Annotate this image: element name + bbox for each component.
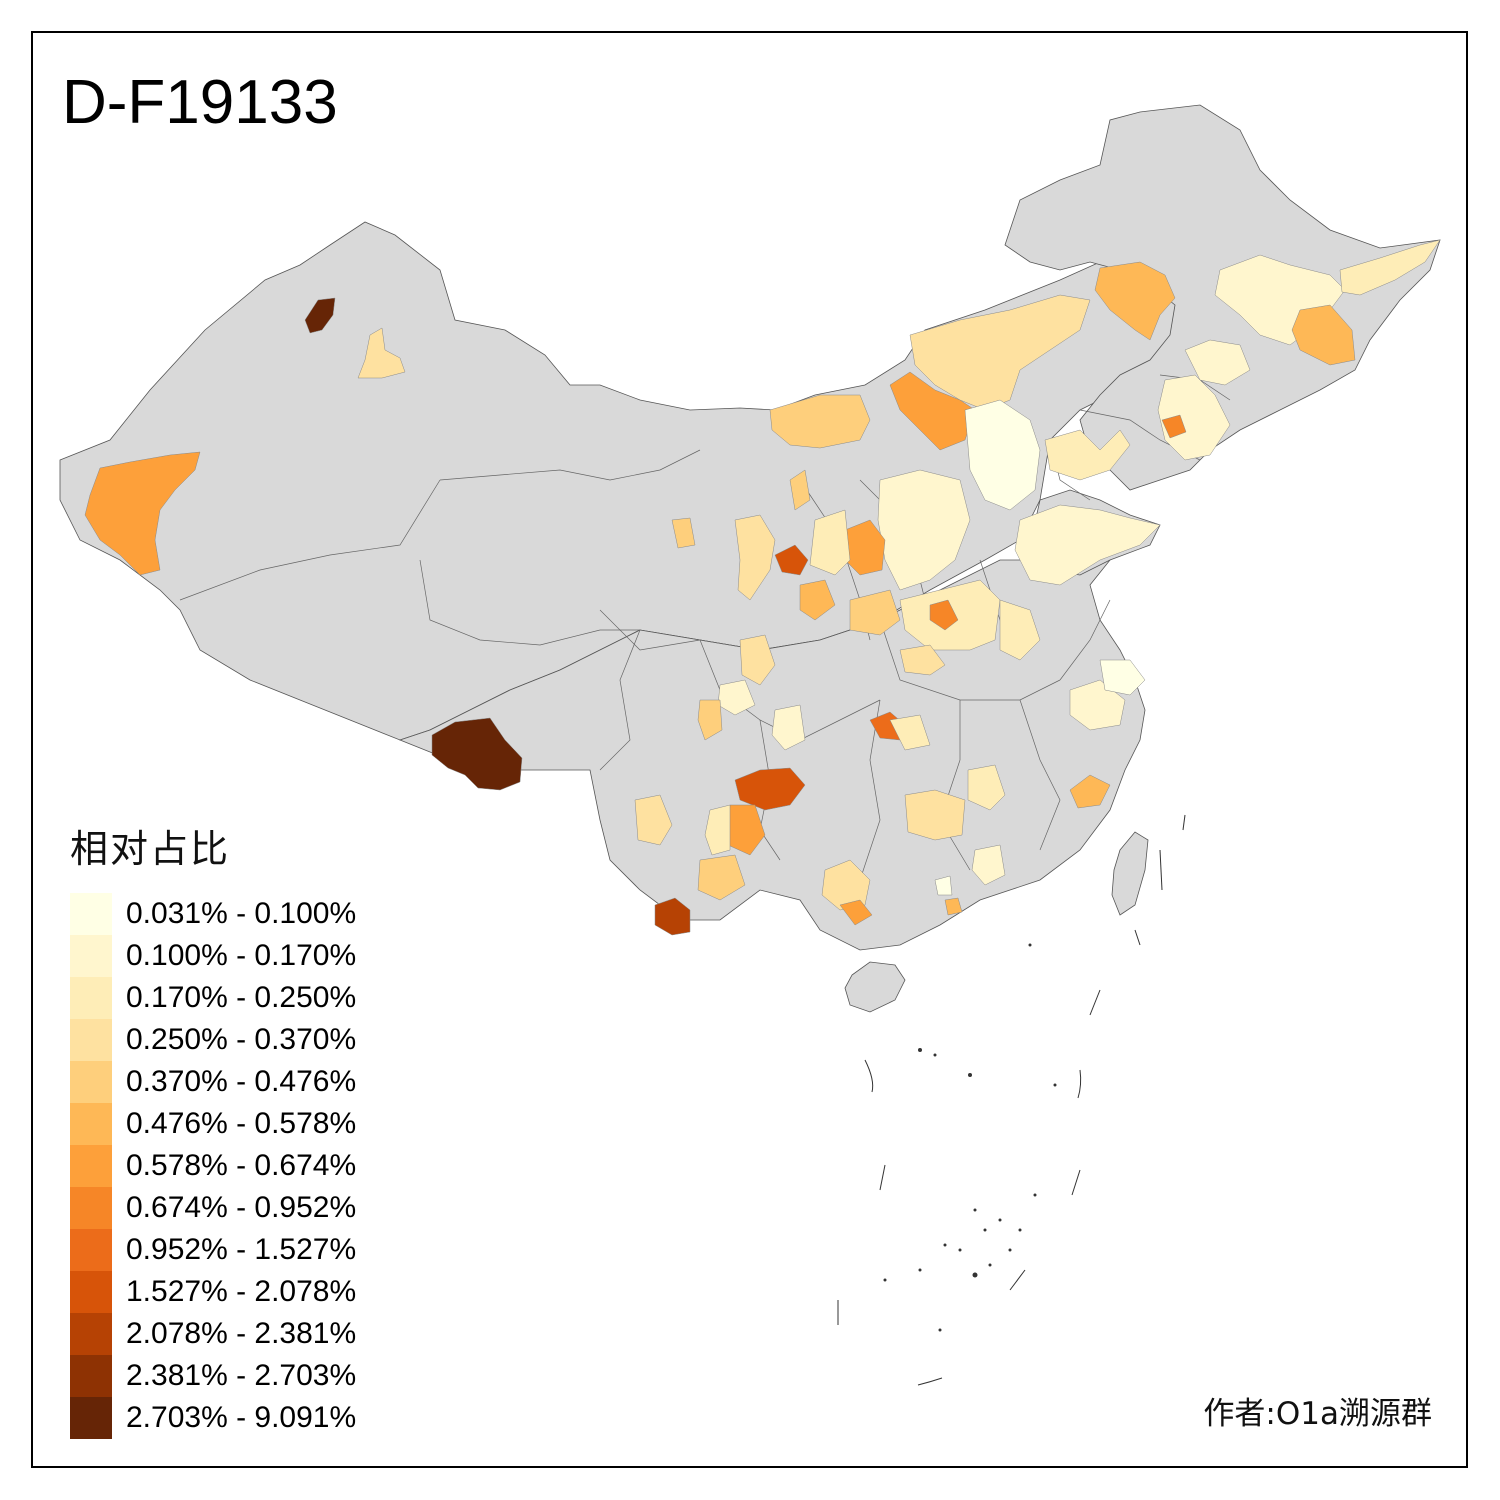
region-sn-light — [809, 509, 851, 576]
small-islands — [883, 943, 1057, 1332]
legend-label: 0.100% - 0.170% — [126, 939, 357, 972]
region-hb-light3 — [889, 714, 931, 751]
region-cq-light — [771, 704, 806, 751]
region-tj-light — [1044, 429, 1131, 481]
region-yn-dark2 — [654, 897, 691, 936]
region-yn-light — [704, 804, 731, 856]
region-sc-light3 — [697, 699, 723, 741]
region-ln-light1 — [1157, 374, 1231, 461]
legend-label: 0.250% - 0.370% — [126, 1023, 357, 1056]
legend-label: 0.170% - 0.250% — [126, 981, 357, 1014]
region-gz-light — [904, 789, 966, 841]
legend-label: 2.078% - 2.381% — [126, 1317, 357, 1350]
author-credit: 作者:O1a溯源群 — [1203, 1396, 1432, 1432]
legend-swatch — [70, 1103, 112, 1145]
region-sn-south — [799, 579, 836, 621]
map-frame — [31, 31, 1468, 1468]
region-gd-light2 — [934, 875, 953, 896]
legend-item: 0.370% - 0.476% — [70, 1061, 356, 1103]
region-yn-light2 — [634, 794, 673, 846]
region-imb-mid — [909, 294, 1091, 411]
legend-items: 0.031% - 0.100% 0.100% - 0.170% 0.170% - 0… — [70, 893, 356, 1439]
region-js-light2 — [1099, 659, 1146, 696]
region-sn-mid — [849, 589, 901, 636]
region-hun-light — [967, 764, 1006, 811]
legend-item: 0.170% - 0.250% — [70, 977, 356, 1019]
region-imb-east — [1094, 261, 1176, 341]
region-fj-orange — [1069, 774, 1111, 809]
legend-label: 0.578% - 0.674% — [126, 1149, 357, 1182]
region-imb-west — [769, 394, 871, 449]
legend-item: 0.952% - 1.527% — [70, 1229, 356, 1271]
legend-swatch — [70, 935, 112, 977]
legend-label: 0.031% - 0.100% — [126, 897, 357, 930]
region-hb-light — [964, 399, 1041, 511]
region-ln-orange — [1161, 414, 1187, 439]
region-orange-xj — [84, 451, 201, 576]
south-sea-islands — [837, 814, 1186, 1386]
map-title: D-F19133 — [62, 68, 338, 137]
legend-swatch — [70, 1313, 112, 1355]
region-gd-orange — [944, 897, 963, 916]
choropleth-regions — [84, 239, 1441, 936]
region-sc-light1 — [739, 634, 776, 686]
legend-item: 2.703% - 9.091% — [70, 1397, 356, 1439]
region-sn-dark — [774, 544, 809, 576]
legend-swatch — [70, 1355, 112, 1397]
legend-item: 0.476% - 0.578% — [70, 1103, 356, 1145]
legend-label: 0.370% - 0.476% — [126, 1065, 357, 1098]
region-sd-light — [1014, 504, 1161, 586]
region-light-xj — [357, 327, 406, 379]
region-darkest-xj — [304, 297, 336, 334]
region-gd-light — [971, 844, 1006, 886]
legend-item: 0.674% - 0.952% — [70, 1187, 356, 1229]
legend-swatch — [70, 977, 112, 1019]
legend-item: 2.078% - 2.381% — [70, 1313, 356, 1355]
legend-label: 0.952% - 1.527% — [126, 1233, 357, 1266]
legend-label: 1.527% - 2.078% — [126, 1275, 357, 1308]
region-qh-light — [671, 517, 696, 549]
legend-title: 相对占比 — [70, 827, 231, 871]
region-gs-light — [734, 514, 776, 601]
legend-label: 0.674% - 0.952% — [126, 1191, 357, 1224]
region-gs-light2 — [789, 469, 811, 511]
legend-swatch — [70, 1019, 112, 1061]
legend-item: 0.250% - 0.370% — [70, 1019, 356, 1061]
legend-swatch — [70, 1397, 112, 1439]
region-darkest-tibet — [431, 717, 523, 791]
legend-item: 1.527% - 2.078% — [70, 1271, 356, 1313]
region-taiwan — [1111, 831, 1149, 916]
legend-swatch — [70, 1145, 112, 1187]
legend-item: 0.031% - 0.100% — [70, 893, 356, 935]
legend-swatch — [70, 1061, 112, 1103]
region-gx-light — [821, 859, 871, 911]
region-ah-light — [999, 599, 1041, 661]
legend-item: 2.381% - 2.703% — [70, 1355, 356, 1397]
region-yn-dark — [734, 767, 806, 811]
legend-item: 0.578% - 0.674% — [70, 1145, 356, 1187]
region-hlj-ne — [1339, 239, 1441, 296]
legend-item: 0.100% - 0.170% — [70, 935, 356, 977]
region-js-light — [1069, 679, 1126, 731]
region-hainan — [844, 961, 906, 1013]
legend-label: 2.703% - 9.091% — [126, 1401, 357, 1434]
region-gx-orange — [839, 899, 873, 926]
legend-swatch — [70, 1229, 112, 1271]
legend-label: 2.381% - 2.703% — [126, 1359, 357, 1392]
legend-label: 0.476% - 0.578% — [126, 1107, 357, 1140]
region-hlj-orange — [1291, 304, 1356, 366]
legend-swatch — [70, 893, 112, 935]
region-hn-orange — [929, 599, 959, 631]
region-hn-light2 — [899, 644, 946, 676]
legend-swatch — [70, 1187, 112, 1229]
region-yn-light3 — [697, 854, 746, 901]
legend-swatch — [70, 1271, 112, 1313]
legend: 相对占比 0.031% - 0.100% 0.100% - 0.170% 0.170… — [70, 818, 356, 1439]
